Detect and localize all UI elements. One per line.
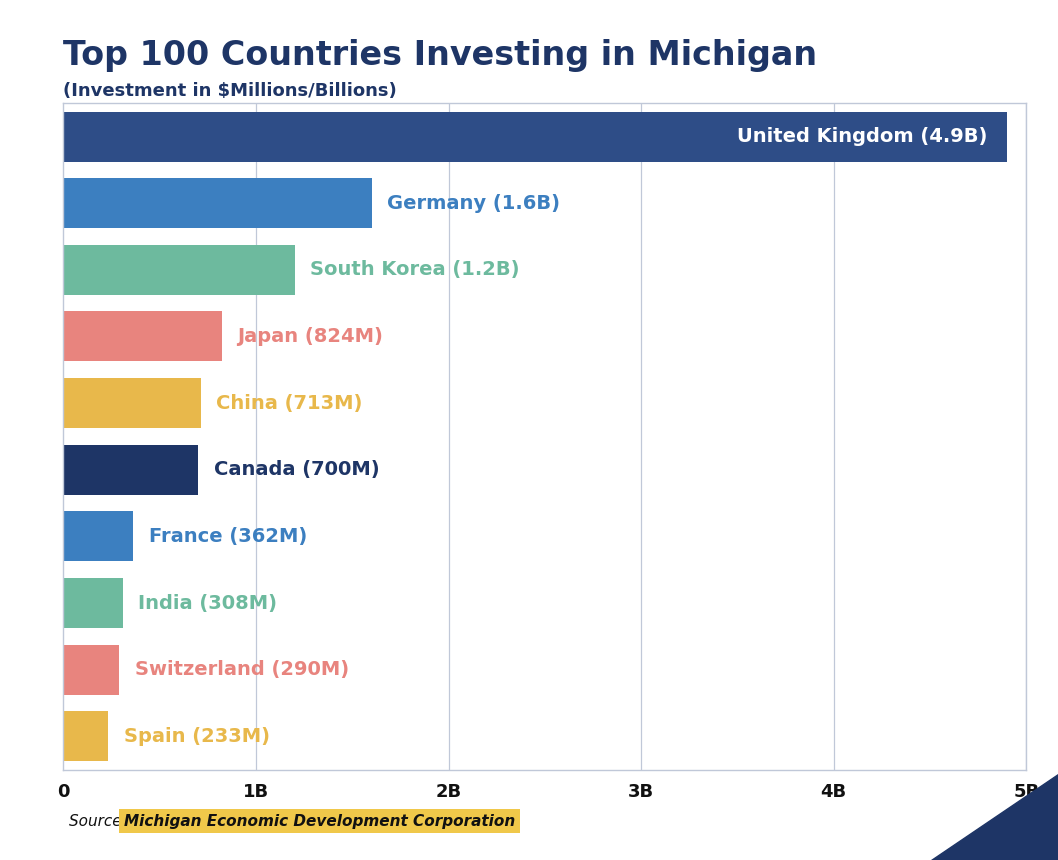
Polygon shape: [931, 774, 1058, 860]
Text: Source:: Source:: [69, 814, 131, 829]
Text: China (713M): China (713M): [216, 394, 363, 413]
Bar: [63, 645, 120, 695]
Text: Spain (233M): Spain (233M): [124, 727, 270, 746]
Text: Top 100 Countries Investing in Michigan: Top 100 Countries Investing in Michigan: [63, 39, 818, 71]
Bar: [63, 711, 108, 761]
Text: Japan (824M): Japan (824M): [238, 327, 383, 346]
Bar: [63, 178, 371, 228]
Bar: [63, 245, 294, 295]
Bar: [63, 578, 123, 628]
Text: India (308M): India (308M): [139, 593, 277, 612]
Bar: [63, 311, 222, 361]
Text: Switzerland (290M): Switzerland (290M): [134, 660, 349, 679]
Bar: [63, 445, 198, 494]
Bar: [63, 378, 201, 428]
Text: Canada (700M): Canada (700M): [214, 460, 380, 479]
Bar: [63, 112, 1007, 162]
Text: France (362M): France (362M): [148, 527, 307, 546]
Text: United Kingdom (4.9B): United Kingdom (4.9B): [737, 127, 988, 146]
Text: South Korea (1.2B): South Korea (1.2B): [310, 261, 519, 280]
Text: (Investment in $Millions/Billions): (Investment in $Millions/Billions): [63, 82, 397, 100]
Text: Germany (1.6B): Germany (1.6B): [387, 194, 560, 212]
Bar: [63, 512, 133, 562]
Text: Michigan Economic Development Corporation: Michigan Economic Development Corporatio…: [124, 814, 515, 829]
